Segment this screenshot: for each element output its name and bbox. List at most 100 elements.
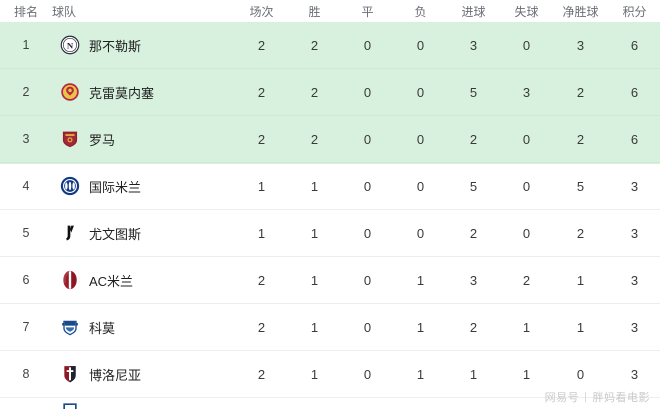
roma-logo — [62, 131, 78, 148]
row-goal-diff: 3 — [576, 37, 585, 53]
row-goals-against: 0 — [522, 131, 531, 147]
row-goal-diff: 2 — [576, 84, 585, 100]
table-row[interactable]: 3 罗马 2 2 0 0 2 0 2 6 — [0, 116, 660, 163]
row-won: 2 — [310, 131, 319, 147]
team-name: 尤文图斯 — [89, 226, 142, 242]
table-row[interactable]: 2 克雷莫内塞 2 2 0 0 5 3 2 6 — [0, 69, 660, 116]
column-header-played: 场次 — [249, 4, 274, 19]
row-lost: 0 — [416, 37, 425, 53]
row-played: 2 — [257, 272, 266, 288]
row-points: 3 — [630, 319, 639, 335]
row-team: 博洛尼亚 — [52, 364, 235, 384]
table-header-row: 排名 球队 场次 胜 平 负 进球 失球 净胜球 积分 — [0, 0, 660, 22]
row-won: 1 — [310, 272, 319, 288]
table-row[interactable]: 5 尤文图斯 1 1 0 0 2 0 2 3 — [0, 210, 660, 257]
row-played: 2 — [257, 37, 266, 53]
row-rank: 1 — [22, 38, 30, 52]
column-header-lost: 负 — [414, 4, 427, 19]
row-goals-for: 3 — [469, 37, 478, 53]
row-goal-diff: 1 — [576, 272, 585, 288]
row-played: 2 — [257, 319, 266, 335]
column-header-goals-for: 进球 — [461, 4, 486, 19]
row-team: 尤文图斯 — [52, 223, 235, 243]
team-name: 科莫 — [89, 320, 116, 336]
table-row[interactable]: 6 AC米兰 2 1 0 1 3 2 1 3 — [0, 257, 660, 304]
row-drawn: 0 — [363, 366, 372, 382]
row-goals-for: 2 — [469, 225, 478, 241]
row-rank: 4 — [22, 179, 30, 193]
column-header-won: 胜 — [308, 4, 321, 19]
row-won: 2 — [310, 84, 319, 100]
row-goals-for: 3 — [469, 272, 478, 288]
table-row[interactable]: 4 国际米兰 1 1 0 0 5 0 5 3 — [0, 163, 660, 210]
row-won: 1 — [310, 178, 319, 194]
row-goals-for: 2 — [469, 131, 478, 147]
qualification-highlight-band — [0, 22, 660, 164]
row-won: 2 — [310, 37, 319, 53]
column-header-team: 球队 — [52, 4, 77, 19]
row-drawn: 0 — [363, 272, 372, 288]
watermark-source: 网易号 — [544, 392, 580, 404]
row-goals-against: 3 — [522, 84, 531, 100]
bologna-logo — [64, 366, 76, 383]
row-goals-against: 1 — [522, 319, 531, 335]
napoli-logo: N — [60, 35, 80, 55]
row-goal-diff: 5 — [576, 178, 585, 194]
cremonese-logo — [61, 83, 79, 101]
row-won: 1 — [310, 366, 319, 382]
row-team: 罗马 — [52, 129, 235, 149]
row-lost: 0 — [416, 84, 425, 100]
row-played: 2 — [257, 131, 266, 147]
column-header-rank: 排名 — [13, 4, 38, 19]
row-goals-for: 5 — [469, 178, 478, 194]
row-points: 6 — [630, 131, 639, 147]
row-goals-for: 1 — [469, 366, 478, 382]
table-row[interactable]: 7 科莫 2 1 0 1 2 1 1 3 — [0, 304, 660, 351]
row-rank: 5 — [22, 226, 30, 240]
row-lost: 0 — [416, 178, 425, 194]
row-won: 1 — [310, 225, 319, 241]
row-goals-for: 2 — [469, 319, 478, 335]
row-team: 科莫 — [52, 317, 235, 337]
row-played: 2 — [257, 366, 266, 382]
juventus-logo — [60, 223, 80, 243]
row-goals-against: 0 — [522, 178, 531, 194]
row-played: 1 — [257, 225, 266, 241]
row-points: 3 — [630, 272, 639, 288]
row-goals-against: 0 — [522, 225, 531, 241]
row-team: AC米兰 — [52, 270, 235, 290]
table-row[interactable]: 8 博洛尼亚 2 1 0 1 1 1 0 3 — [0, 351, 660, 398]
row-played: 2 — [257, 84, 266, 100]
row-drawn: 0 — [363, 178, 372, 194]
column-header-goals-against: 失球 — [514, 4, 539, 19]
team-name: 罗马 — [89, 132, 116, 148]
row-team: N 那不勒斯 — [52, 35, 235, 55]
row-lost: 1 — [416, 319, 425, 335]
row-rank: 7 — [22, 320, 30, 334]
row-won: 1 — [310, 319, 319, 335]
row-played: 1 — [257, 178, 266, 194]
row-team-partial — [52, 398, 235, 409]
svg-text:N: N — [67, 41, 74, 51]
row-points: 3 — [630, 225, 639, 241]
row-points: 6 — [630, 84, 639, 100]
table-row-partial[interactable] — [0, 398, 660, 409]
row-lost: 0 — [416, 131, 425, 147]
table-row[interactable]: 1 N 那不勒斯 2 2 0 0 3 0 3 6 — [0, 22, 660, 69]
inter-logo — [60, 176, 80, 196]
row-rank: 6 — [22, 273, 30, 287]
team-name: 博洛尼亚 — [89, 367, 142, 383]
row-points: 3 — [630, 178, 639, 194]
row-drawn: 0 — [363, 37, 372, 53]
next-team-logo — [63, 403, 77, 409]
row-rank: 3 — [22, 132, 30, 146]
row-goals-against: 2 — [522, 272, 531, 288]
row-goals-for: 5 — [469, 84, 478, 100]
team-name: 克雷莫内塞 — [89, 85, 155, 101]
row-rank: 2 — [22, 85, 30, 99]
row-rank: 8 — [22, 367, 30, 381]
row-team: 克雷莫内塞 — [52, 82, 235, 102]
watermark-divider: | — [584, 391, 588, 403]
table-body: 1 N 那不勒斯 2 2 0 0 3 0 3 6 2 — [0, 22, 660, 409]
